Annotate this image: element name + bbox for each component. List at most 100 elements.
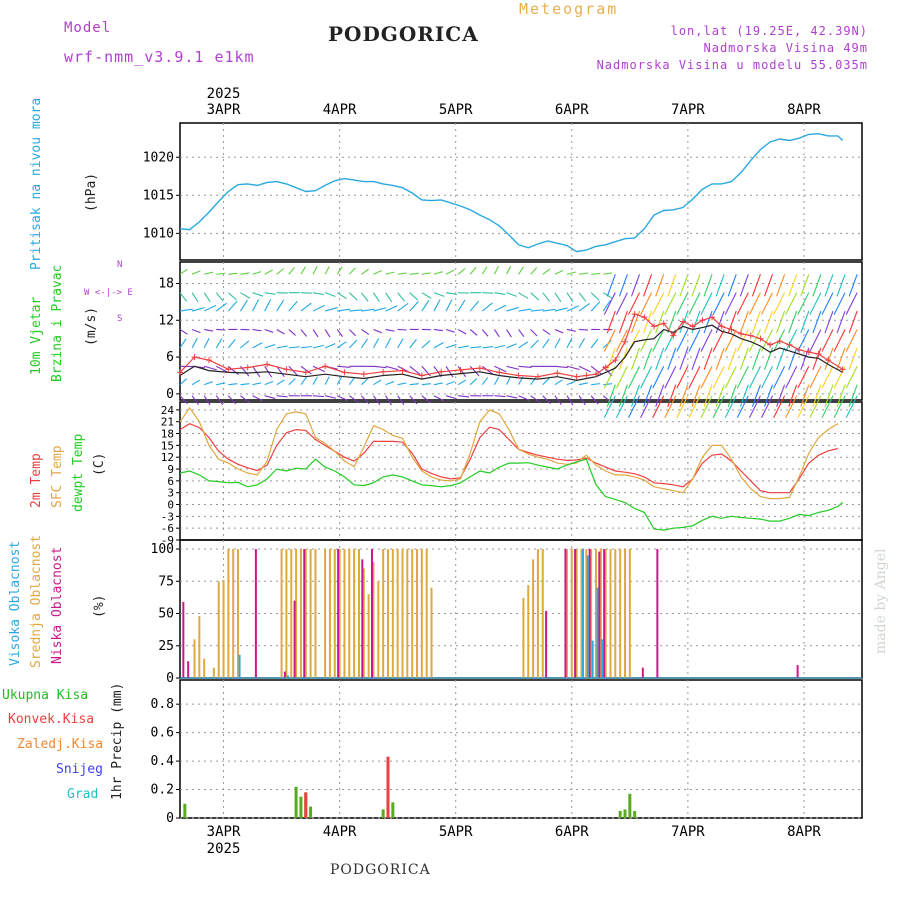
wind-vector — [640, 366, 653, 389]
wind-vector — [264, 344, 276, 349]
wind-vector — [252, 328, 262, 332]
mid_cloud-bar — [198, 616, 201, 678]
clouds-ytick-label: 75 — [158, 574, 174, 589]
total_precip-bar — [633, 810, 637, 818]
wind-vector — [469, 300, 480, 312]
wind-vector — [821, 395, 834, 418]
wind-vector — [615, 329, 628, 352]
wind-vector — [664, 395, 677, 418]
wind-vector — [373, 270, 382, 275]
wind-vector — [227, 338, 236, 349]
wind-vector — [606, 310, 616, 334]
mid_cloud-bar — [628, 549, 631, 678]
wind-vector — [191, 292, 199, 303]
wind-vector — [240, 340, 250, 349]
wind-vector — [812, 310, 822, 334]
wind-gust-marker — [651, 323, 658, 330]
top-day-label: 6APR — [555, 102, 589, 118]
wind-vector — [691, 384, 701, 407]
wind-vector — [542, 292, 551, 302]
wind-vector — [688, 329, 701, 352]
wind-vector — [530, 267, 538, 275]
top-day-label: 5APR — [439, 102, 473, 118]
wind-vector — [482, 346, 494, 349]
wind-gust-marker — [728, 326, 735, 333]
wind-vector — [688, 366, 701, 389]
low_cloud-bar — [370, 549, 373, 678]
high_cloud-bar — [596, 587, 599, 678]
wind-vector — [764, 310, 774, 334]
wind-vector — [833, 329, 846, 352]
mid_cloud-bar — [580, 549, 583, 678]
wind-gust-marker — [680, 318, 687, 325]
total_precip-bar — [623, 809, 627, 818]
wind-vector — [578, 272, 589, 275]
high_cloud-bar — [286, 675, 289, 678]
wind-gust-marker — [747, 332, 754, 339]
wind-vector — [336, 329, 344, 337]
temperature-ytick-label: 15 — [161, 439, 174, 452]
mid_cloud-bar — [222, 579, 225, 678]
wind-vector — [252, 342, 263, 349]
mid_cloud-bar — [536, 549, 539, 678]
wind-gust-marker — [660, 320, 667, 327]
wind-vector — [397, 382, 407, 386]
footer-station: PODGORICA — [330, 862, 431, 878]
wind-vector — [703, 347, 713, 371]
wind-vector — [360, 292, 369, 302]
wind-vector — [542, 377, 550, 386]
mid_cloud-bar — [623, 549, 626, 678]
low_cloud-bar — [588, 549, 591, 678]
wind-vector — [691, 347, 701, 371]
wind-vector — [578, 365, 591, 373]
wind-vector — [458, 395, 470, 398]
wind-gust-marker — [380, 368, 387, 375]
wind-vector — [421, 299, 430, 312]
mid_cloud-bar — [367, 594, 370, 678]
wind-gust-marker — [515, 372, 522, 379]
precip-ytick-label: 0.6 — [151, 726, 174, 741]
wind-gust-marker — [621, 338, 628, 345]
wind-vector — [590, 365, 602, 375]
wind-ytick-label: 12 — [158, 313, 174, 328]
wind-vector — [385, 365, 399, 371]
wind-vector — [800, 384, 810, 407]
mid_cloud-bar — [227, 549, 230, 678]
wind-vector — [276, 379, 285, 386]
wind-vector — [216, 382, 226, 386]
wind-vector — [518, 266, 524, 275]
wind-vector — [788, 384, 798, 407]
wind-vector — [397, 338, 404, 349]
mid_cloud-bar — [401, 549, 404, 678]
wind-vector — [785, 292, 798, 315]
wind-vector — [469, 378, 478, 386]
wind-vector — [788, 310, 798, 334]
wind-gust-marker — [534, 373, 541, 380]
wind-vector — [776, 310, 786, 334]
wind-vector — [824, 310, 834, 334]
wind-vector — [239, 299, 248, 312]
wind-vector — [506, 266, 512, 275]
wind-vector — [679, 347, 689, 371]
wind-vector — [203, 337, 210, 349]
wind-vector — [776, 347, 786, 371]
wind-frame — [179, 261, 863, 401]
wind-vector — [203, 304, 217, 312]
wind-vector — [300, 292, 312, 294]
mid_cloud-bar — [299, 549, 302, 678]
wind-vector — [554, 395, 562, 405]
wind-vector — [667, 274, 677, 297]
wind-vector — [421, 292, 432, 299]
mid_cloud-bar — [377, 581, 380, 678]
wind-vector — [824, 384, 834, 407]
wind-vector — [409, 365, 421, 375]
wind-gust-marker — [796, 346, 803, 353]
wind-vector — [554, 379, 563, 386]
wind-vector — [204, 381, 213, 386]
wind-vector — [433, 271, 443, 275]
precip-ytick-label: 0.4 — [151, 754, 175, 769]
wind-vector — [312, 304, 325, 312]
wind-vector — [288, 266, 295, 275]
wind-vector — [252, 365, 261, 378]
